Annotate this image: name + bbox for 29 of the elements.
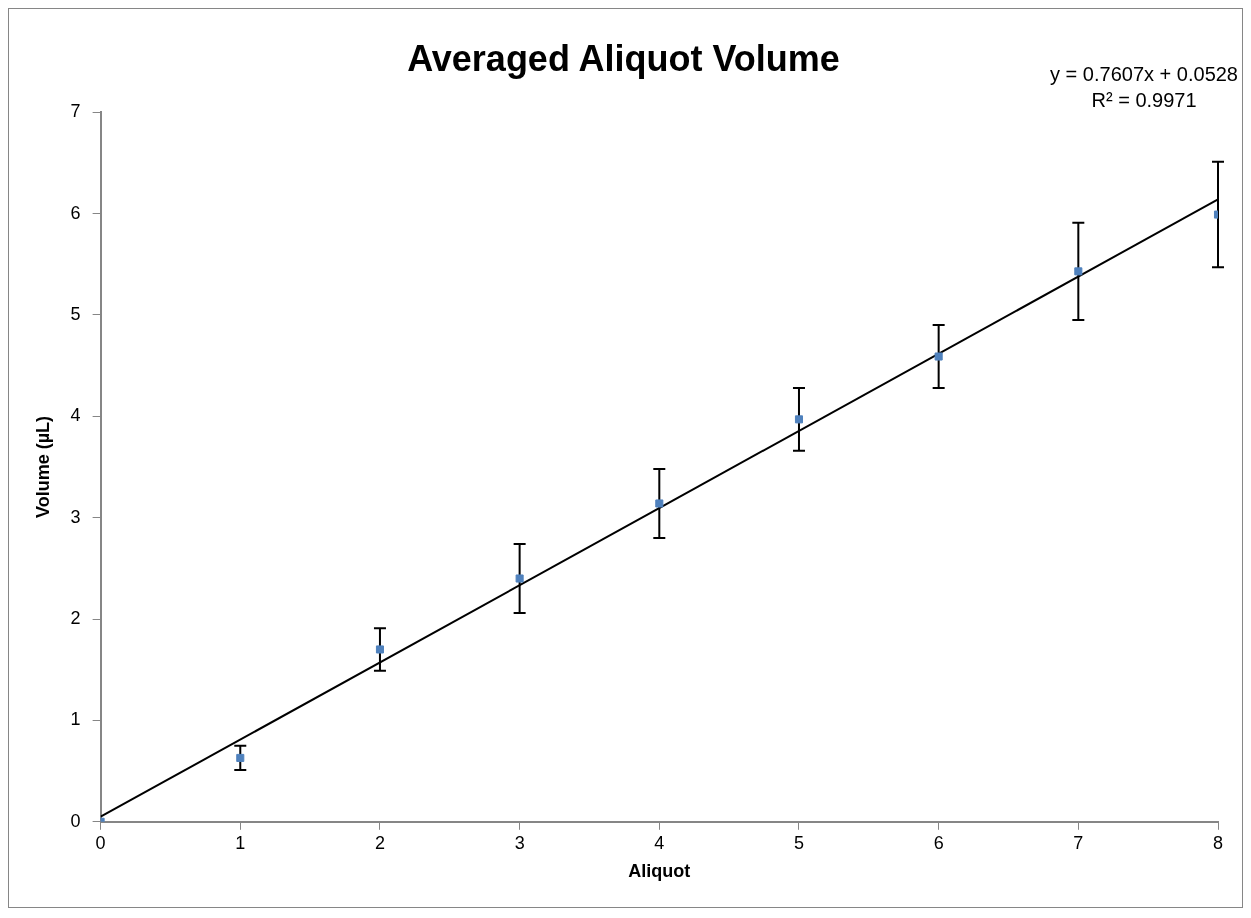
point xyxy=(1074,267,1083,276)
point xyxy=(515,574,524,583)
y-tick-label: 1 xyxy=(70,709,81,730)
y-axis-title: Volume (µL) xyxy=(32,415,53,519)
y-tick-label: 7 xyxy=(70,101,81,122)
y-tick-label: 2 xyxy=(70,608,81,629)
point xyxy=(375,645,384,654)
text: R² = 0.9971 xyxy=(1091,89,1197,111)
x-tick-label: 0 xyxy=(95,832,106,853)
x-tick-label: 7 xyxy=(1073,832,1084,853)
y-tick-label: 4 xyxy=(70,405,81,426)
y-tick-label: 6 xyxy=(70,202,81,223)
point xyxy=(794,415,804,424)
point xyxy=(934,352,943,361)
x-tick-label: 1 xyxy=(235,832,246,853)
point xyxy=(655,499,664,508)
y-tick-label: 3 xyxy=(70,506,81,527)
x-tick-label: 6 xyxy=(933,832,944,853)
text: y = 0.7607x + 0.0528 xyxy=(1050,63,1238,85)
point xyxy=(236,753,245,762)
y-tick-label: 0 xyxy=(70,810,81,831)
x-tick-label: 3 xyxy=(514,832,525,853)
x-axis-title: Aliquot xyxy=(628,861,691,882)
chart-title: Averaged Aliquot Volume xyxy=(407,37,840,79)
x-tick-label: 8 xyxy=(1212,832,1224,853)
x-tick-label: 2 xyxy=(374,832,385,853)
x-tick-label: 4 xyxy=(654,832,665,853)
y-tick-label: 5 xyxy=(70,303,81,324)
x-tick-label: 5 xyxy=(793,832,804,853)
